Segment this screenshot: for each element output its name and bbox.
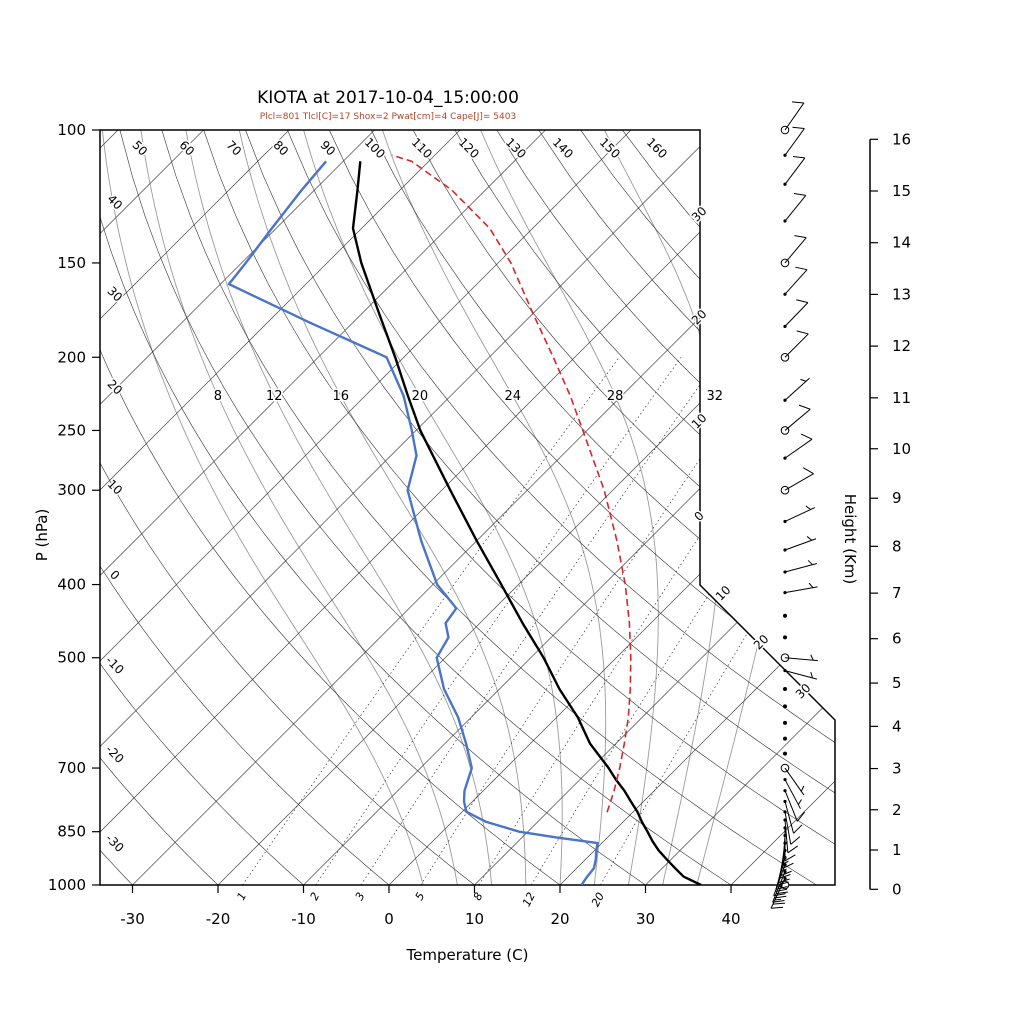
svg-text:7: 7: [892, 584, 902, 602]
svg-text:100: 100: [57, 121, 86, 139]
svg-text:150: 150: [597, 135, 623, 161]
svg-text:-30: -30: [120, 910, 145, 928]
svg-text:8: 8: [214, 389, 222, 404]
svg-text:300: 300: [57, 481, 86, 499]
svg-text:10: 10: [104, 477, 125, 498]
svg-text:-10: -10: [103, 653, 127, 677]
svg-text:8: 8: [892, 537, 902, 555]
svg-text:32: 32: [706, 389, 723, 404]
svg-text:130: 130: [503, 135, 529, 161]
svg-text:150: 150: [57, 254, 86, 272]
svg-text:5: 5: [892, 674, 902, 692]
svg-text:28: 28: [607, 389, 624, 404]
svg-text:80: 80: [270, 138, 291, 159]
svg-text:11: 11: [892, 389, 911, 407]
svg-text:50: 50: [129, 138, 150, 159]
svg-text:30: 30: [636, 910, 655, 928]
svg-text:20: 20: [104, 377, 125, 398]
svg-text:250: 250: [57, 421, 86, 439]
dewpoint-curve: [227, 160, 599, 885]
svg-text:14: 14: [892, 234, 911, 252]
wind-barbs: [770, 101, 818, 909]
svg-text:850: 850: [57, 823, 86, 841]
svg-text:500: 500: [57, 649, 86, 667]
chart-title: KIOTA at 2017-10-04_15:00:00: [257, 88, 519, 108]
svg-text:1: 1: [892, 841, 902, 859]
svg-text:24: 24: [504, 389, 521, 404]
svg-text:8: 8: [471, 890, 486, 902]
temperature-curve: [351, 161, 702, 885]
svg-text:15: 15: [892, 182, 911, 200]
svg-text:12: 12: [892, 337, 911, 355]
svg-text:0: 0: [384, 910, 394, 928]
svg-text:40: 40: [721, 910, 740, 928]
svg-text:10: 10: [465, 910, 484, 928]
svg-text:90: 90: [317, 138, 338, 159]
pressure-axis-label: P (hPa): [33, 508, 51, 562]
svg-text:-30: -30: [103, 831, 127, 855]
svg-text:-20: -20: [206, 910, 231, 928]
svg-text:2: 2: [892, 801, 902, 819]
svg-text:0: 0: [692, 509, 707, 524]
svg-text:60: 60: [176, 138, 197, 159]
x-axis-label: Temperature (C): [406, 946, 529, 964]
svg-text:10: 10: [892, 440, 911, 458]
svg-text:3: 3: [353, 890, 368, 902]
svg-text:12: 12: [520, 890, 538, 908]
svg-text:400: 400: [57, 576, 86, 594]
svg-text:110: 110: [409, 135, 435, 161]
svg-text:30: 30: [793, 681, 814, 702]
svg-text:30: 30: [104, 284, 125, 305]
svg-text:6: 6: [892, 630, 902, 648]
svg-text:700: 700: [57, 759, 86, 777]
svg-text:16: 16: [892, 130, 911, 148]
svg-text:3: 3: [892, 760, 902, 778]
svg-text:-10: -10: [291, 910, 316, 928]
svg-text:2: 2: [308, 890, 323, 902]
svg-text:-20: -20: [103, 742, 127, 766]
svg-text:70: 70: [223, 138, 244, 159]
height-axis-label: Height (Km): [841, 493, 859, 585]
svg-text:0: 0: [892, 880, 902, 898]
parcel-curve: [391, 154, 632, 813]
svg-text:13: 13: [892, 285, 911, 303]
svg-text:16: 16: [333, 389, 350, 404]
svg-text:40: 40: [104, 192, 125, 213]
svg-text:30: 30: [689, 204, 710, 225]
svg-text:4: 4: [892, 717, 902, 735]
svg-text:10: 10: [689, 411, 710, 432]
svg-text:120: 120: [456, 135, 482, 161]
svg-text:20: 20: [689, 307, 710, 328]
adiabat-isotherm-labels: 50 60 70 80 90 100 110 120 130 140 150 160403020100…: [101, 134, 815, 911]
svg-text:12: 12: [266, 389, 283, 404]
chart-subtitle: Plcl=801 Tlcl[C]=17 Shox=2 Pwat[cm]=4 Ca…: [259, 112, 517, 122]
sounding-curves: [227, 154, 702, 885]
svg-text:5: 5: [413, 890, 428, 902]
svg-text:20: 20: [412, 389, 429, 404]
plot-frame: [99, 129, 836, 886]
svg-text:20: 20: [550, 910, 569, 928]
svg-text:140: 140: [550, 135, 576, 161]
svg-text:1000: 1000: [48, 876, 86, 894]
svg-text:20: 20: [751, 632, 772, 653]
svg-text:9: 9: [892, 489, 902, 507]
svg-text:1: 1: [234, 890, 249, 902]
svg-text:20: 20: [589, 890, 607, 908]
svg-text:160: 160: [644, 135, 670, 161]
svg-text:200: 200: [57, 348, 86, 366]
